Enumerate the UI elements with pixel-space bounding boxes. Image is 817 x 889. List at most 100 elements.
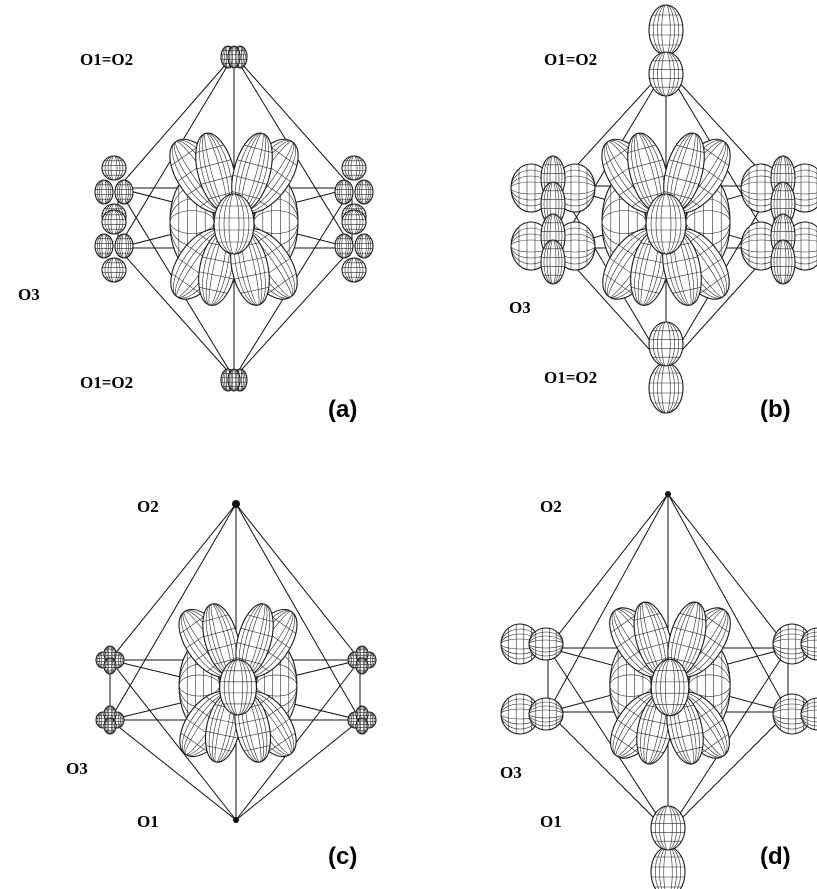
orbital-lobe: [103, 657, 117, 675]
octahedron-edge: [233, 54, 353, 189]
octahedron-edge: [235, 719, 361, 821]
label-bottom-oxygen: O1: [137, 812, 159, 831]
equatorial-orbital: [95, 705, 125, 735]
apex-orbital: [220, 45, 248, 69]
orbital-lobe: [114, 233, 134, 259]
equatorial-orbital: [510, 213, 596, 285]
label-top-oxygen: O1=O2: [544, 50, 598, 69]
oxygen-site: [233, 817, 239, 823]
label-side-oxygen: O3: [66, 759, 88, 778]
orbital-lobe: [528, 627, 564, 661]
orbital-lobe: [772, 693, 812, 735]
orbital-lobe: [101, 209, 127, 235]
orbital-lobe: [650, 846, 686, 889]
orbital-lobe: [334, 233, 354, 259]
label-side-oxygen: O3: [500, 763, 522, 782]
orbital-lobe: [227, 45, 241, 69]
octahedron-edges: [547, 493, 789, 833]
octahedron-edge: [109, 503, 237, 721]
orbital-lobe: [500, 623, 540, 665]
orbital-lobe: [103, 717, 117, 735]
octahedron-edge: [235, 503, 361, 721]
octahedron-diagram-a: [94, 45, 374, 392]
orbital-lobe: [648, 362, 684, 414]
panel-a: O1=O2 O3 O1=O2 (a): [0, 0, 408, 440]
orbital-lobe: [355, 717, 369, 735]
orbital-lobe: [800, 697, 817, 731]
octahedron-edge: [547, 711, 669, 833]
orbital-core: [645, 193, 687, 255]
panel-d: O2 O3 O1 (d): [408, 448, 817, 889]
orbital-lobe: [354, 179, 374, 205]
equatorial-orbital: [500, 623, 564, 665]
equatorial-orbital: [334, 209, 374, 283]
equatorial-orbital: [740, 213, 817, 285]
orbital-core: [213, 193, 255, 255]
apex-orbital: [648, 4, 684, 97]
orbital-lobe: [528, 697, 564, 731]
panel-label: (a): [328, 396, 358, 423]
octahedron-edge: [235, 659, 361, 821]
central-orbital: [169, 132, 299, 306]
orbital-lobe: [648, 51, 684, 97]
octahedron-edge: [547, 493, 669, 713]
orbital-lobe: [94, 233, 114, 259]
central-orbital: [178, 603, 298, 763]
panel-label: (c): [328, 843, 358, 870]
orbital-lobe: [648, 4, 684, 56]
octahedron-edge: [109, 659, 237, 821]
octahedron-edge: [109, 503, 237, 661]
octahedron-diagram-b: [510, 4, 817, 414]
equatorial-orbital: [347, 705, 377, 735]
orbital-lobe: [334, 179, 354, 205]
panel-label: (d): [760, 843, 791, 870]
equatorial-orbital: [510, 155, 596, 227]
label-side-oxygen: O3: [509, 298, 531, 317]
orbital-lobe: [663, 132, 705, 212]
label-bottom-oxygen: O1=O2: [80, 373, 134, 392]
orbital-core: [219, 659, 257, 716]
apex-orbital: [220, 368, 248, 392]
orbital-lobe: [341, 209, 367, 235]
label-bottom-oxygen: O1: [540, 812, 562, 831]
orbital-lobe: [227, 368, 241, 392]
equatorial-orbital: [772, 623, 817, 665]
central-orbital: [609, 601, 731, 765]
apex-orbital: [648, 321, 684, 414]
oxygen-site: [232, 500, 240, 508]
label-top-oxygen: O2: [540, 497, 562, 516]
orbital-lobe: [650, 805, 686, 851]
octahedron-edge: [235, 503, 361, 661]
orbital-lobe: [341, 257, 367, 283]
panel-b: O1=O2 O3 O1=O2 (b): [408, 0, 817, 440]
orbital-lobe: [500, 693, 540, 735]
equatorial-orbital: [95, 645, 125, 675]
orbital-lobe: [101, 257, 127, 283]
orbital-lobe: [800, 627, 817, 661]
octahedron-edge: [667, 493, 789, 713]
orbital-lobe: [667, 601, 707, 676]
octahedron-edge: [667, 493, 789, 649]
octahedron-diagram-d: [500, 491, 817, 889]
octahedron-edge: [667, 711, 789, 833]
orbital-lobe: [648, 321, 684, 367]
equatorial-orbital: [500, 693, 564, 735]
apex-orbital: [650, 805, 686, 889]
orbital-lobe: [627, 132, 669, 212]
equatorial-orbital: [94, 209, 134, 283]
equatorial-orbital: [772, 693, 817, 735]
orbital-lobe: [355, 657, 369, 675]
label-top-oxygen: O1=O2: [80, 50, 134, 69]
octahedron-edge: [233, 247, 353, 379]
orbital-lobe: [341, 155, 367, 181]
panel-label: (b): [760, 396, 791, 423]
label-top-oxygen: O2: [137, 497, 159, 516]
octahedron-diagram-c: [95, 500, 377, 823]
octahedron-edge: [547, 493, 669, 649]
orbital-lobe: [354, 233, 374, 259]
orbital-core: [650, 658, 690, 717]
orbital-lobe: [770, 239, 796, 285]
orbital-lobe: [114, 179, 134, 205]
panel-c: O2 O3 O1 (c): [0, 448, 408, 889]
octahedron-edge: [547, 647, 669, 833]
